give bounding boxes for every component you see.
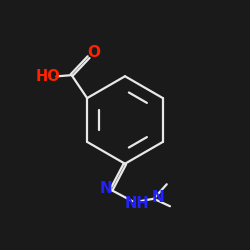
Text: HO: HO — [36, 69, 60, 84]
Text: N: N — [152, 190, 164, 205]
Text: O: O — [88, 45, 101, 60]
Text: NH: NH — [125, 196, 149, 211]
Text: N: N — [100, 181, 112, 196]
